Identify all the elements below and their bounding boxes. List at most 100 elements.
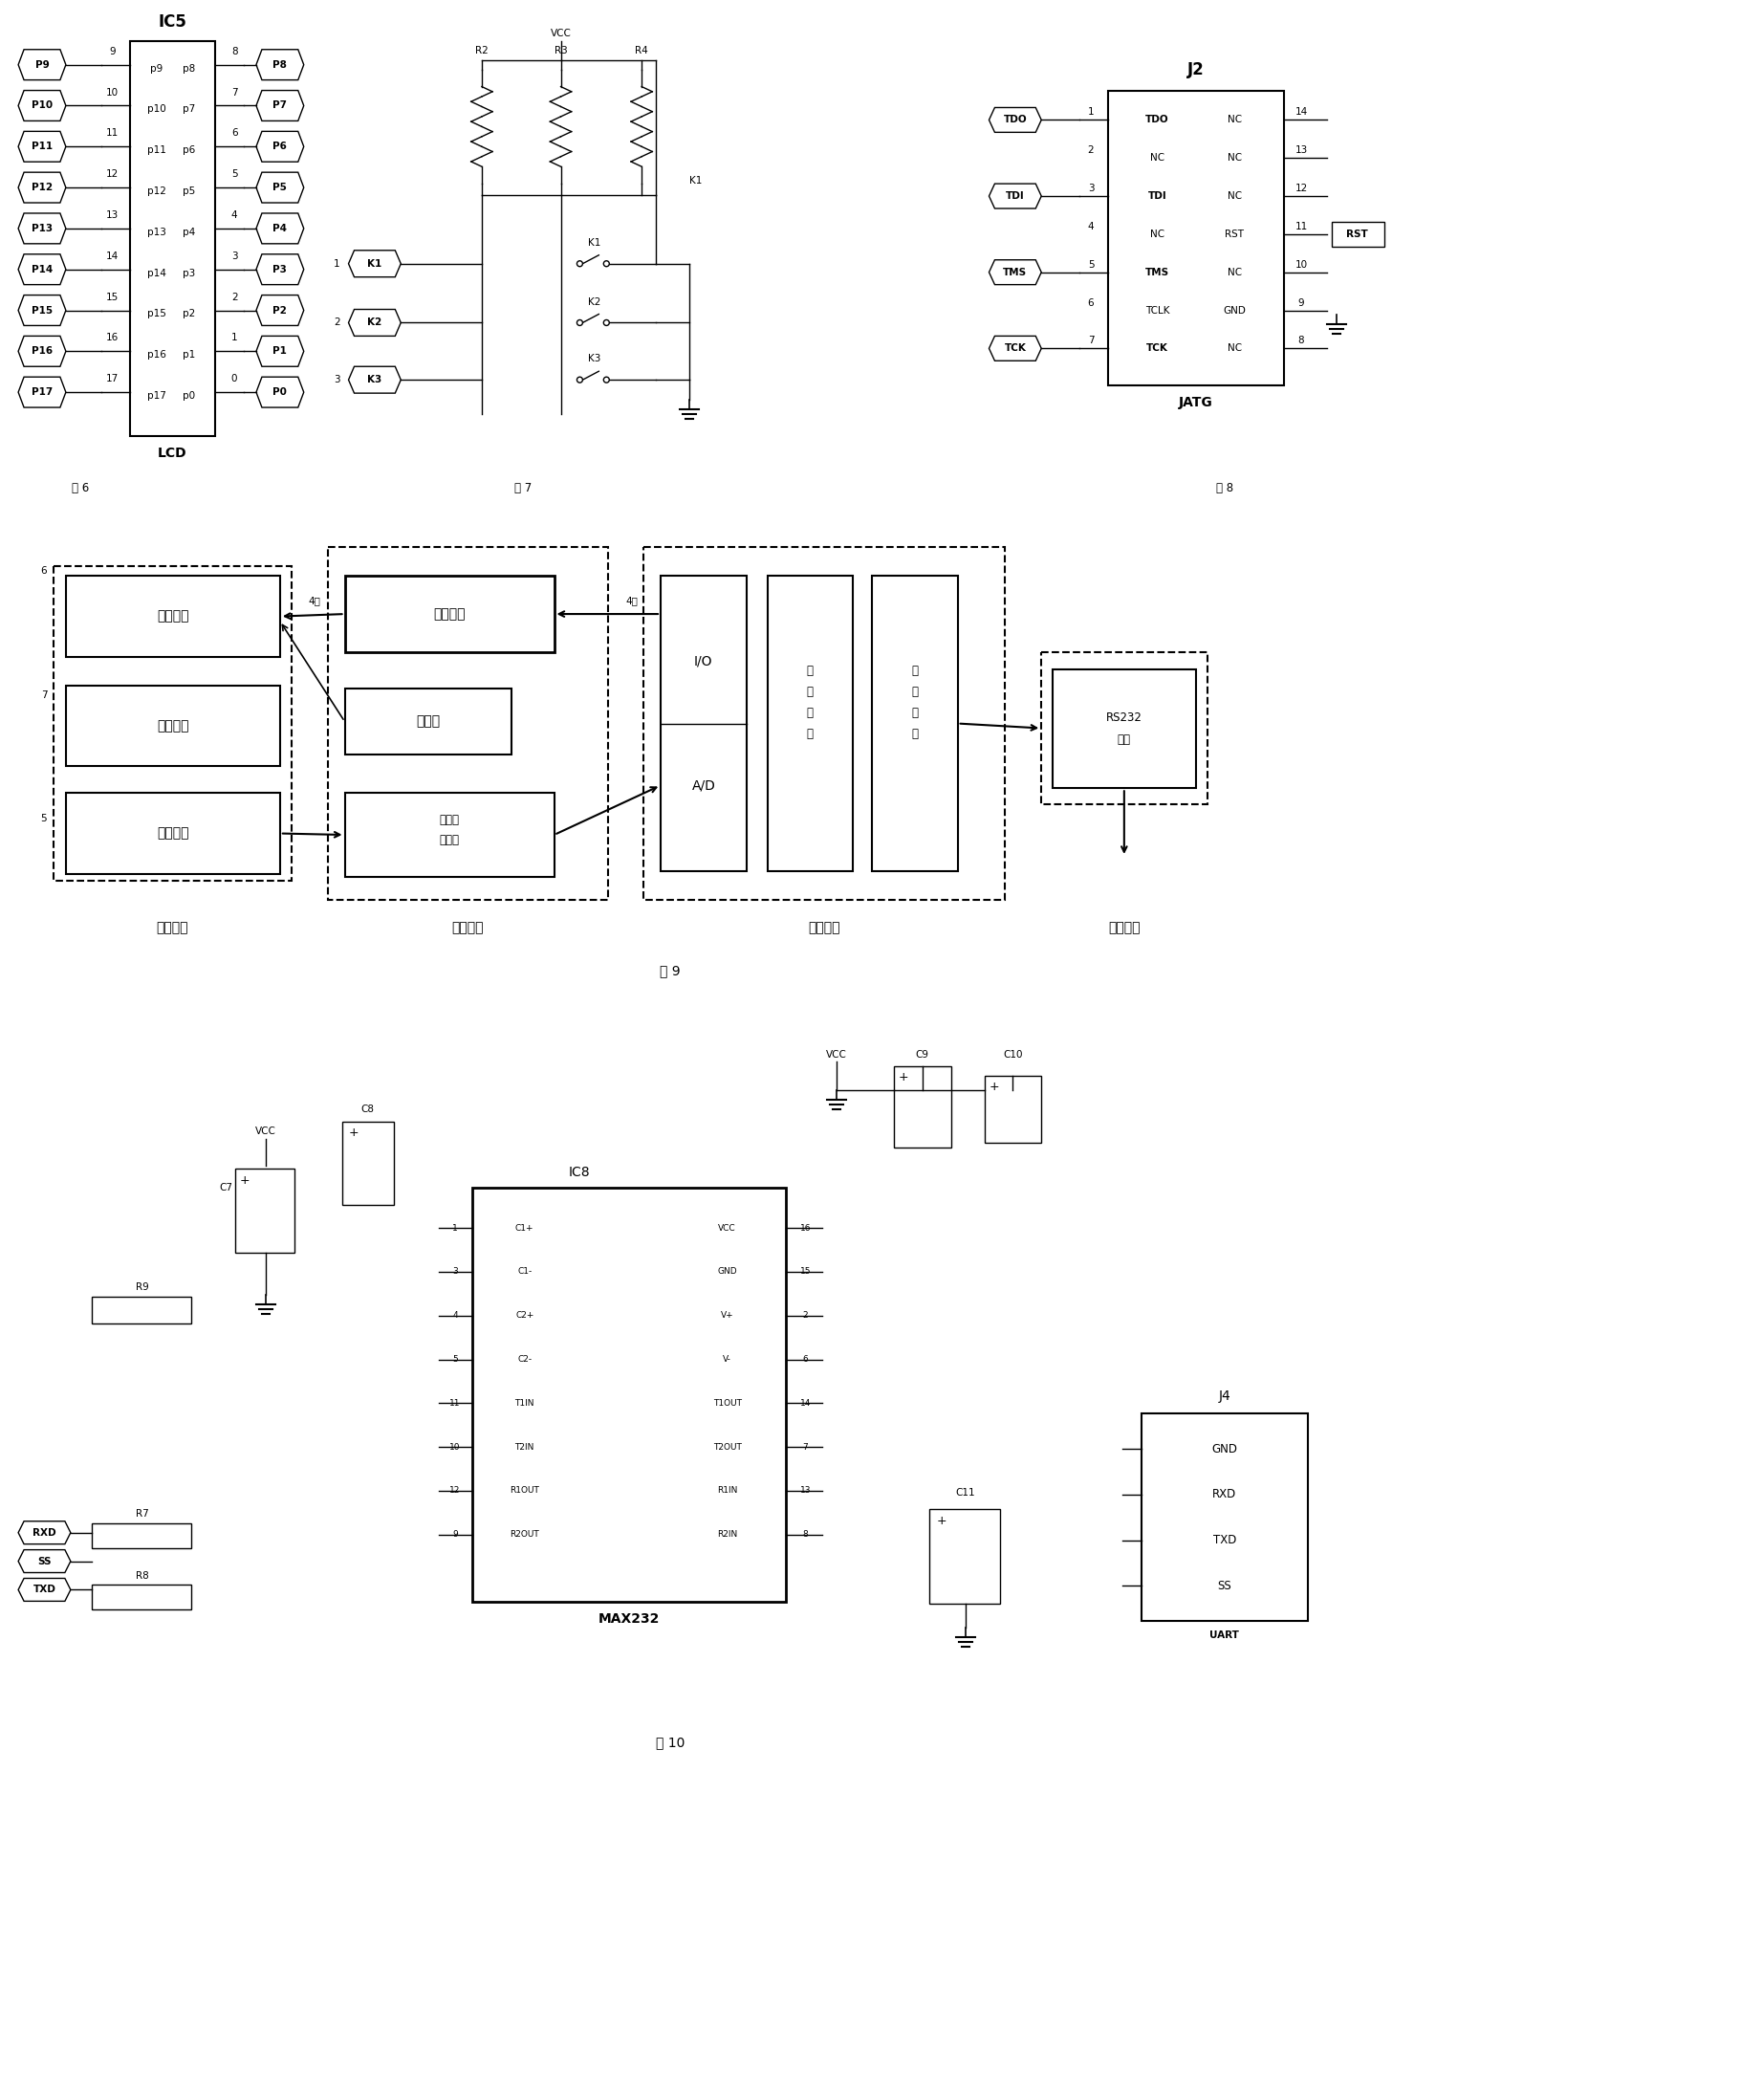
Text: p6: p6 [181,145,196,155]
Text: R4: R4 [634,46,648,55]
Text: P14: P14 [32,265,53,275]
Polygon shape [349,309,400,336]
Bar [236,1170,294,1254]
Text: C1-: C1- [518,1268,532,1277]
Text: 计: 计 [911,666,918,678]
Text: TXD: TXD [33,1586,56,1594]
Text: RXD: RXD [33,1529,56,1537]
Polygon shape [988,107,1041,132]
Text: 图 7: 图 7 [515,483,532,496]
Text: P16: P16 [32,346,53,357]
Text: K2: K2 [368,317,382,328]
Text: C7: C7 [218,1182,233,1193]
Text: 7: 7 [1087,336,1094,346]
Text: TDO: TDO [1003,116,1027,124]
Text: 9: 9 [109,46,116,57]
Text: 3: 3 [231,252,238,260]
Text: +: + [988,1082,999,1094]
Text: P5: P5 [273,183,287,193]
Text: 16: 16 [106,334,118,342]
Bar [1052,670,1196,788]
Circle shape [576,260,583,267]
Text: 13: 13 [1295,145,1307,155]
Text: TCK: TCK [1004,344,1025,353]
Text: 14: 14 [800,1399,811,1407]
Text: P11: P11 [32,143,53,151]
Text: UART: UART [1210,1632,1239,1640]
Bar [53,567,291,880]
Bar [661,575,747,871]
Polygon shape [18,50,65,80]
Text: VCC: VCC [826,1050,848,1060]
Text: 2: 2 [231,292,238,302]
Text: RST: RST [1346,229,1369,239]
Text: P9: P9 [35,61,49,69]
Text: TMS: TMS [1003,267,1027,277]
Text: 9: 9 [1299,298,1304,307]
Text: R2OUT: R2OUT [509,1531,539,1539]
Text: 敏感元件: 敏感元件 [157,922,189,934]
Circle shape [604,260,610,267]
Polygon shape [18,1520,70,1543]
Text: V-: V- [722,1354,731,1363]
Text: 波: 波 [807,687,814,699]
Text: p2: p2 [181,309,196,319]
Polygon shape [18,132,65,162]
Text: P10: P10 [32,101,53,111]
Text: 测电路: 测电路 [439,834,460,846]
Text: P2: P2 [273,304,287,315]
Polygon shape [349,367,400,393]
Text: 6: 6 [41,567,48,575]
Text: p13: p13 [146,227,166,237]
Text: 4: 4 [453,1310,458,1321]
Text: 7: 7 [41,691,48,699]
Polygon shape [18,336,65,367]
Polygon shape [255,172,303,204]
Text: +: + [240,1174,250,1186]
Text: p15: p15 [146,309,166,319]
Text: 图 6: 图 6 [72,483,88,496]
Text: 13: 13 [800,1487,811,1495]
Text: 7: 7 [802,1443,809,1451]
Text: 14: 14 [1295,107,1307,118]
Text: SS: SS [1218,1579,1232,1592]
Polygon shape [18,296,65,326]
Circle shape [604,378,610,382]
Text: K2: K2 [589,296,601,307]
Text: 1: 1 [1087,107,1094,118]
Bar [65,794,280,874]
Text: 8: 8 [1299,336,1304,346]
Text: JATG: JATG [1179,397,1212,409]
Text: RS232: RS232 [1107,712,1142,724]
Text: 10: 10 [449,1443,460,1451]
Polygon shape [988,183,1041,208]
Text: 接口部件: 接口部件 [1108,922,1140,934]
Text: 测量部件: 测量部件 [451,922,485,934]
Bar [92,1296,192,1323]
Text: 2: 2 [1087,145,1094,155]
Polygon shape [255,336,303,367]
Text: C2+: C2+ [515,1310,534,1321]
Bar [1041,653,1209,804]
Text: +: + [936,1514,946,1527]
Text: 4路: 4路 [308,596,321,605]
Text: P1: P1 [273,346,287,357]
Text: P4: P4 [273,225,287,233]
Text: TXD: TXD [1212,1533,1237,1546]
Polygon shape [18,1550,70,1573]
Bar [65,575,280,657]
Text: TCK: TCK [1147,344,1168,353]
Text: p16: p16 [146,351,166,359]
Text: p8: p8 [181,63,196,74]
Text: IC5: IC5 [159,13,187,31]
Polygon shape [18,172,65,204]
Text: P15: P15 [32,304,53,315]
Text: K1: K1 [589,237,601,248]
Text: p17: p17 [146,391,166,401]
Text: GND: GND [1212,1443,1237,1455]
Polygon shape [255,132,303,162]
Circle shape [576,378,583,382]
Text: 0: 0 [231,374,238,384]
Text: 转动极板: 转动极板 [157,718,189,733]
Text: 7: 7 [231,88,238,97]
